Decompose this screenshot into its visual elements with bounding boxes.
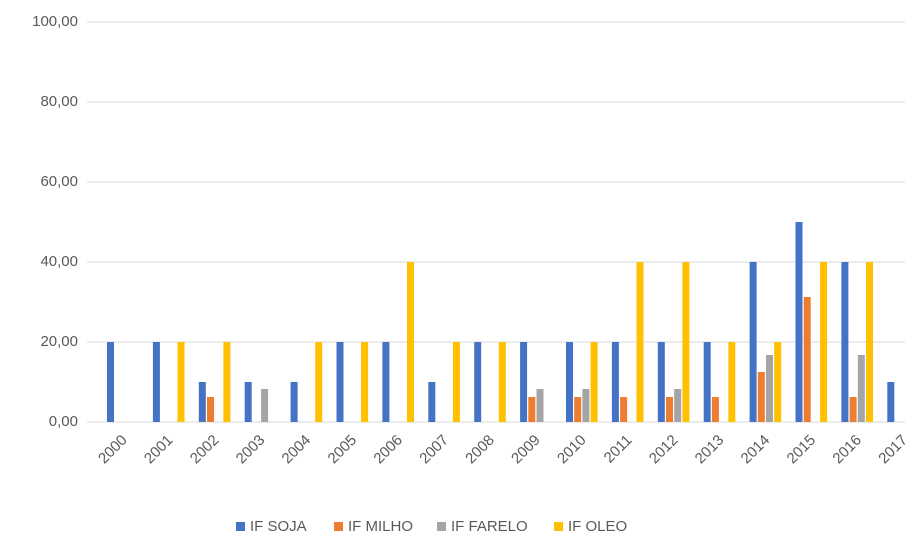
bar bbox=[682, 262, 690, 422]
bar bbox=[674, 389, 682, 422]
bar bbox=[382, 342, 390, 422]
x-tick-label: 2008 bbox=[462, 432, 498, 468]
bar bbox=[766, 355, 773, 422]
x-tick-label: 2001 bbox=[141, 432, 177, 468]
bar bbox=[207, 397, 214, 422]
y-tick-label: 40,00 bbox=[40, 253, 78, 270]
legend-label: IF OLEO bbox=[568, 518, 627, 535]
bar bbox=[223, 342, 231, 422]
x-tick-label: 2004 bbox=[279, 432, 315, 468]
bar bbox=[566, 342, 573, 422]
bar bbox=[536, 389, 544, 422]
x-tick-label: 2007 bbox=[416, 432, 452, 468]
bar bbox=[620, 397, 628, 422]
x-tick-label: 2003 bbox=[233, 432, 269, 468]
x-tick-label: 2000 bbox=[95, 432, 131, 468]
x-tick-label: 2016 bbox=[829, 432, 865, 468]
bar bbox=[198, 382, 206, 422]
y-tick-label: 60,00 bbox=[40, 173, 78, 190]
bar bbox=[336, 342, 344, 422]
bar bbox=[703, 342, 711, 422]
legend-label: IF SOJA bbox=[250, 518, 307, 535]
bar bbox=[728, 342, 736, 422]
x-tick-label: 2012 bbox=[646, 432, 682, 468]
legend-swatch bbox=[334, 522, 343, 531]
legend-swatch bbox=[236, 522, 245, 531]
bar bbox=[849, 397, 857, 422]
bar bbox=[749, 262, 757, 422]
bar bbox=[261, 389, 269, 422]
bar bbox=[290, 382, 298, 422]
bar bbox=[803, 297, 811, 422]
bar bbox=[657, 342, 665, 422]
y-tick-label: 20,00 bbox=[40, 333, 78, 350]
y-tick-label: 100,00 bbox=[32, 13, 78, 30]
x-tick-label: 2015 bbox=[784, 432, 820, 468]
bar bbox=[841, 262, 849, 422]
bar bbox=[498, 342, 506, 422]
x-tick-label: 2010 bbox=[554, 432, 590, 468]
legend-label: IF MILHO bbox=[348, 518, 413, 535]
x-tick-label: 2013 bbox=[692, 432, 728, 468]
bar bbox=[315, 342, 323, 422]
bar bbox=[582, 389, 590, 422]
bar bbox=[636, 262, 644, 422]
legend-label: IF FARELO bbox=[451, 518, 528, 535]
bar bbox=[361, 342, 369, 422]
bar bbox=[774, 342, 782, 422]
bar bbox=[866, 262, 873, 422]
bar bbox=[528, 397, 536, 422]
legend-swatch bbox=[554, 522, 563, 531]
bar bbox=[611, 342, 619, 422]
bar bbox=[574, 397, 582, 422]
legend-swatch bbox=[437, 522, 446, 531]
y-tick-label: 0,00 bbox=[49, 413, 78, 430]
bar bbox=[711, 397, 719, 422]
bar bbox=[177, 342, 185, 422]
bar bbox=[590, 342, 598, 422]
bar bbox=[452, 342, 460, 422]
bar bbox=[666, 397, 673, 422]
bar bbox=[820, 262, 828, 422]
bar bbox=[757, 372, 765, 422]
bar bbox=[795, 222, 803, 422]
x-tick-label: 2006 bbox=[370, 432, 406, 468]
bar bbox=[152, 342, 160, 422]
bar bbox=[428, 382, 436, 422]
x-tick-label: 2014 bbox=[738, 432, 774, 468]
bar bbox=[107, 342, 114, 422]
x-tick-label: 2017 bbox=[875, 432, 911, 468]
x-tick-label: 2011 bbox=[601, 432, 636, 467]
x-tick-label: 2002 bbox=[187, 432, 223, 468]
bar bbox=[857, 355, 865, 422]
bar bbox=[520, 342, 528, 422]
x-tick-label: 2009 bbox=[508, 432, 544, 468]
bar bbox=[244, 382, 252, 422]
bar bbox=[407, 262, 414, 422]
x-tick-label: 2005 bbox=[325, 432, 361, 468]
bar bbox=[887, 382, 895, 422]
bar bbox=[474, 342, 482, 422]
y-tick-label: 80,00 bbox=[40, 93, 78, 110]
